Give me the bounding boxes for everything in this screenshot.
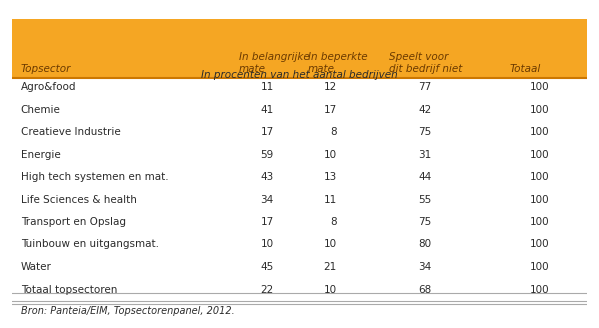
Text: 55: 55 (419, 195, 432, 205)
Text: 10: 10 (261, 239, 274, 250)
Text: Bron: Panteia/EIM, Topsectorenpanel, 2012.: Bron: Panteia/EIM, Topsectorenpanel, 201… (20, 306, 234, 316)
Text: 8: 8 (330, 217, 337, 227)
Text: 17: 17 (261, 217, 274, 227)
Text: 41: 41 (261, 105, 274, 115)
Text: 59: 59 (261, 150, 274, 160)
Text: 11: 11 (261, 82, 274, 92)
Text: 11: 11 (323, 195, 337, 205)
Text: 21: 21 (323, 262, 337, 272)
Text: 17: 17 (261, 127, 274, 137)
Text: 100: 100 (530, 285, 550, 295)
Text: Totaal: Totaal (509, 64, 541, 74)
Text: Topsector: Topsector (20, 64, 71, 74)
Text: Totaal topsectoren: Totaal topsectoren (20, 285, 117, 295)
Text: Chemie: Chemie (20, 105, 60, 115)
Text: 100: 100 (530, 127, 550, 137)
Text: 100: 100 (530, 82, 550, 92)
Text: Life Sciences & health: Life Sciences & health (20, 195, 137, 205)
Text: Tuinbouw en uitgangsmat.: Tuinbouw en uitgangsmat. (20, 239, 159, 250)
Text: 10: 10 (323, 150, 337, 160)
Text: 34: 34 (419, 262, 432, 272)
Text: 44: 44 (419, 172, 432, 182)
Text: 100: 100 (530, 195, 550, 205)
Text: High tech systemen en mat.: High tech systemen en mat. (20, 172, 168, 182)
Text: 13: 13 (323, 172, 337, 182)
Text: 75: 75 (419, 217, 432, 227)
Text: 10: 10 (323, 239, 337, 250)
Text: 100: 100 (530, 217, 550, 227)
Text: 8: 8 (330, 127, 337, 137)
Text: 10: 10 (323, 285, 337, 295)
Text: 45: 45 (261, 262, 274, 272)
Text: 77: 77 (419, 82, 432, 92)
Text: 100: 100 (530, 172, 550, 182)
Text: 34: 34 (261, 195, 274, 205)
Text: 100: 100 (530, 239, 550, 250)
Text: 80: 80 (419, 239, 432, 250)
Text: Creatieve Industrie: Creatieve Industrie (20, 127, 120, 137)
Text: 43: 43 (261, 172, 274, 182)
Text: 75: 75 (419, 127, 432, 137)
Text: Transport en Opslag: Transport en Opslag (20, 217, 126, 227)
Bar (12, 19, 587, 78)
Text: 17: 17 (323, 105, 337, 115)
Text: Water: Water (20, 262, 52, 272)
Text: 31: 31 (419, 150, 432, 160)
Text: 100: 100 (530, 262, 550, 272)
Text: Speelt voor
dit bedrijf niet: Speelt voor dit bedrijf niet (389, 52, 462, 74)
Text: Agro&food: Agro&food (20, 82, 76, 92)
Text: 42: 42 (419, 105, 432, 115)
Text: 22: 22 (261, 285, 274, 295)
Text: In procenten van het aantal bedrijven: In procenten van het aantal bedrijven (201, 70, 398, 80)
Text: In belangrijke
mate: In belangrijke mate (239, 52, 310, 74)
Text: 68: 68 (419, 285, 432, 295)
Text: 100: 100 (530, 150, 550, 160)
Text: 100: 100 (530, 105, 550, 115)
Text: 12: 12 (323, 82, 337, 92)
Text: Energie: Energie (20, 150, 60, 160)
Text: In beperkte
mate: In beperkte mate (308, 52, 368, 74)
